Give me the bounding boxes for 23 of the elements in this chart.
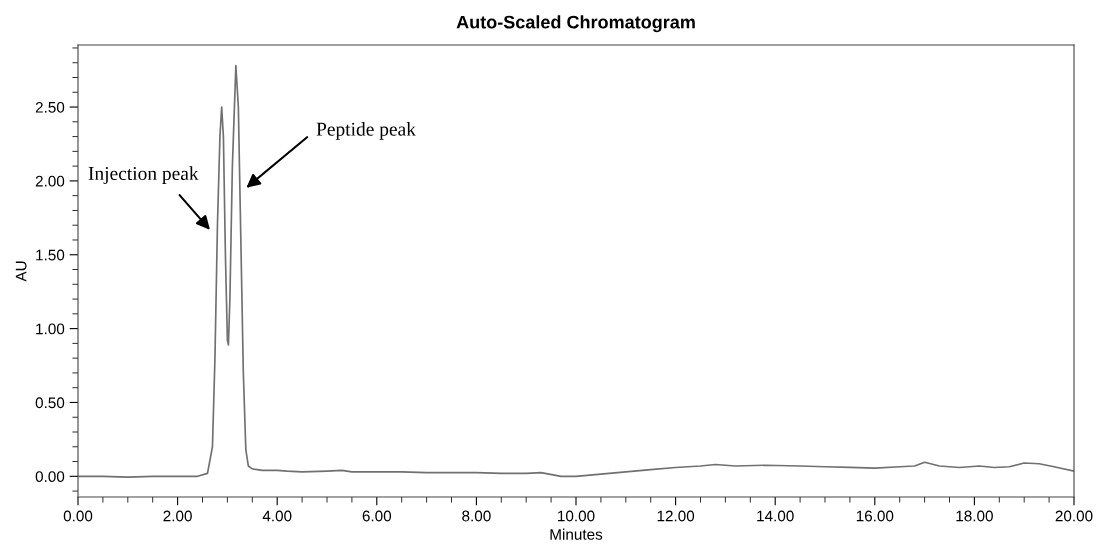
- x-tick-label: 18.00: [956, 510, 993, 522]
- line-series: [78, 64, 1074, 478]
- y-tick-label: 1.00: [36, 323, 65, 335]
- y-tick-label: 2.00: [35, 175, 65, 187]
- y-tick-label: 0.00: [35, 471, 65, 483]
- y-tick-label: 1.50: [36, 249, 65, 261]
- y-tick-label: 2.50: [35, 101, 65, 113]
- x-tick-label: 14.00: [757, 510, 794, 522]
- x-tick-label: 8.00: [462, 510, 491, 522]
- x-tick-label: 2.00: [163, 510, 192, 522]
- y-tick-label: 0.50: [35, 397, 65, 409]
- x-tick-label: 0.00: [63, 510, 93, 522]
- y-axis-title: AU: [15, 261, 27, 282]
- x-tick-label: 10.00: [558, 510, 595, 522]
- x-tick-label: 12.00: [657, 510, 695, 522]
- x-tick-label: 4.00: [262, 510, 292, 522]
- x-tick-label: 16.00: [856, 510, 894, 522]
- x-tick-label: 20.00: [1055, 510, 1093, 522]
- annotation: Peptide peak: [316, 122, 416, 140]
- x-tick-label: 6.00: [362, 510, 392, 522]
- annotation: Injection peak: [88, 166, 199, 184]
- x-axis-title: Minutes: [550, 528, 603, 540]
- chart-title: Auto-Scaled Chromatogram: [456, 15, 695, 33]
